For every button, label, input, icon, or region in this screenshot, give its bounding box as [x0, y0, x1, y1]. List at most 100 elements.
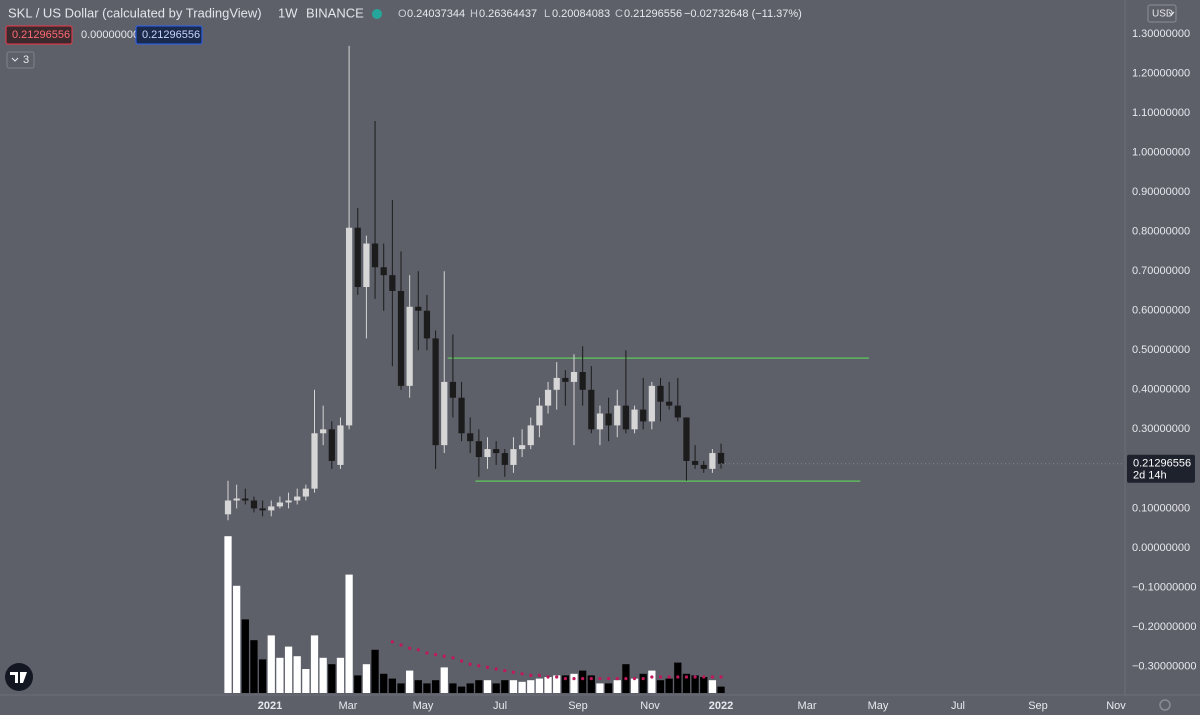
candle-body [700, 464, 707, 469]
volume-average-point [563, 677, 567, 681]
volume-bar [570, 673, 578, 693]
interval[interactable]: 1W [278, 5, 298, 20]
x-tick-label: Sep [568, 700, 588, 712]
volume-bar [397, 683, 405, 693]
volume-average-point [546, 675, 550, 679]
candle-body [371, 243, 379, 268]
x-tick-label: Sep [1028, 700, 1048, 712]
volume-bar [302, 669, 310, 693]
volume-average-point [684, 675, 689, 679]
volume-average-point [615, 677, 619, 681]
y-tick-label: 0.70000000 [1132, 265, 1190, 277]
volume-bar [345, 574, 353, 693]
last-price-tag [1127, 454, 1195, 483]
volume-bar [553, 675, 561, 693]
volume-bar [492, 683, 500, 693]
candle-body [389, 275, 396, 291]
candle-body [449, 381, 457, 398]
volume-bar [336, 657, 345, 693]
tv-logo[interactable] [5, 663, 33, 691]
badge-value: 0.00000000 [81, 29, 139, 41]
x-tick-label: May [868, 700, 889, 712]
volume-bar [596, 683, 604, 693]
candle-body [588, 389, 595, 430]
candle-body [242, 498, 249, 501]
volume-average-point [434, 653, 438, 657]
low-label: L [544, 8, 550, 20]
x-tick-label: Nov [640, 700, 660, 712]
plot: 1.30000000 1.20000000 1.10000000 1.00000000… [224, 28, 1197, 712]
candle-body [458, 397, 465, 434]
candle-body [666, 401, 673, 406]
volume-bar [388, 678, 396, 693]
open-label: O [398, 8, 407, 20]
volume-bar [310, 635, 319, 693]
candle-body [467, 433, 474, 442]
volume-average-point [658, 675, 663, 679]
volume-bar [544, 677, 552, 693]
y-tick-label: 0.60000000 [1132, 305, 1190, 317]
volume-bar [380, 673, 388, 693]
volume-average-point [442, 654, 446, 658]
volume-average-point [607, 677, 611, 681]
badge-value: 0.21296556 [12, 29, 70, 41]
volume-average-point [511, 670, 516, 674]
change: −0.02732648 (−11.37%) [684, 8, 802, 20]
volume-average-point [555, 675, 559, 679]
candle-body [596, 413, 604, 430]
volume-bar [457, 686, 466, 693]
candle-body [657, 385, 664, 402]
badge [135, 25, 203, 45]
logo-circle [5, 663, 33, 691]
volume-average-point [581, 677, 585, 681]
x-tick-label: Mar [339, 700, 358, 712]
candle-body [631, 409, 638, 430]
volume-bar [475, 680, 483, 693]
candle-body [224, 500, 232, 515]
candle-body [493, 449, 500, 454]
candle-body [570, 372, 578, 382]
settings-icon[interactable] [1159, 699, 1171, 711]
y-tick-label: 0.90000000 [1132, 186, 1190, 198]
y-tick-label: 0.40000000 [1132, 384, 1190, 396]
candle-body [441, 381, 448, 446]
x-tick-label: Mar [798, 700, 817, 712]
candle-body [415, 306, 422, 311]
volume-average-point [399, 643, 403, 647]
low-value: 0.20084083 [552, 8, 610, 20]
candle-body [259, 508, 266, 511]
x-tick-label: Jul [493, 700, 507, 712]
candle-body [717, 452, 725, 464]
volume-bar [406, 670, 414, 693]
x-tick-label: Nov [1106, 700, 1126, 712]
volume-average-point [416, 648, 420, 652]
high-value: 0.26364437 [479, 8, 537, 20]
candle-body [674, 405, 681, 418]
volume-bar [700, 677, 708, 693]
collapse-button[interactable] [6, 51, 35, 69]
volume-bar [241, 619, 249, 693]
candle-body [605, 413, 612, 426]
volume-bar [233, 585, 241, 693]
candle-body [406, 306, 413, 386]
open-value: 0.24037344 [407, 8, 465, 20]
x-tick-label: 2021 [258, 700, 282, 712]
volume-average-point [468, 662, 472, 666]
volume-average-point [503, 669, 507, 673]
candle-body [311, 433, 318, 489]
candle-body [510, 449, 517, 465]
candle-body [640, 409, 647, 422]
volume-bar [423, 683, 431, 693]
candle-body [536, 405, 543, 426]
currency-button[interactable] [1147, 4, 1177, 23]
market-status [372, 9, 382, 19]
candle-body [553, 377, 560, 390]
badge [5, 25, 73, 45]
volume-average-point [667, 675, 671, 679]
volume-average-point [451, 656, 455, 660]
countdown: 2d 14h [1133, 470, 1167, 482]
last-price: 0.21296556 [1133, 458, 1191, 470]
volume-bar [587, 675, 595, 693]
candle-body [380, 267, 387, 276]
volume-average-point [641, 677, 645, 681]
